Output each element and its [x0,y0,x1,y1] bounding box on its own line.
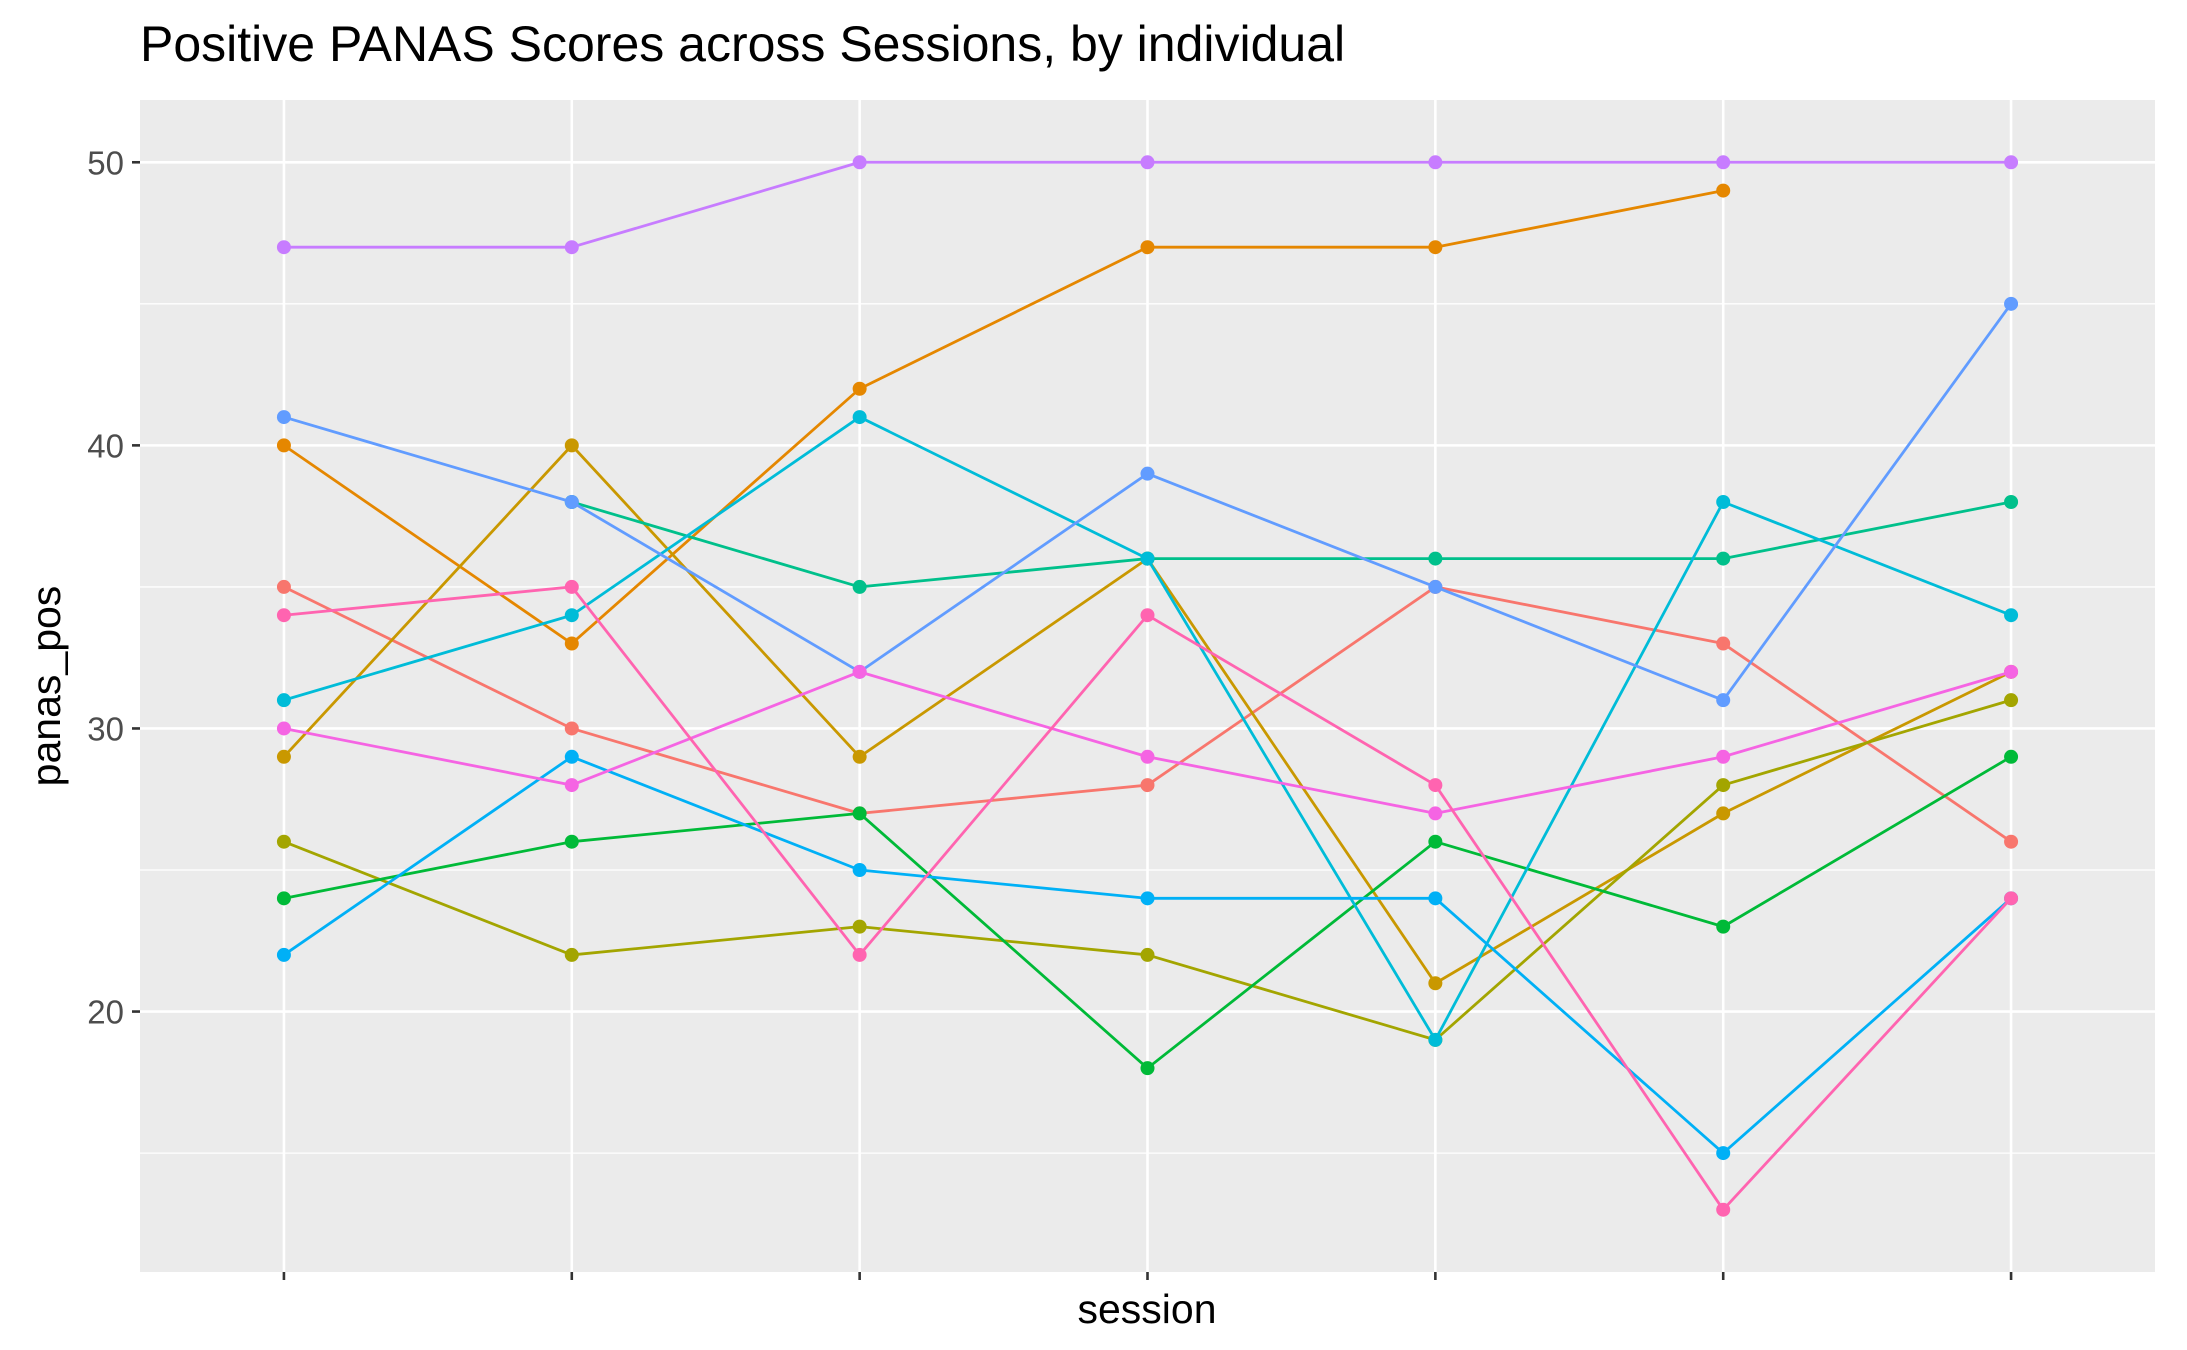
data-point [852,947,867,962]
data-point [1716,494,1731,509]
data-point [1140,749,1155,764]
data-point [1716,551,1731,566]
y-axis-ticks: 20 30 40 50 [87,144,2013,1280]
data-point [564,834,579,849]
data-point [1428,976,1443,991]
y-tick-label: 30 [87,710,124,747]
data-point [852,155,867,170]
data-point [564,721,579,736]
data-point [852,806,867,821]
data-point [564,608,579,623]
data-point [564,494,579,509]
data-point [564,438,579,453]
series-7 [276,410,2019,1047]
series-11 [276,664,2019,821]
series-layer [276,155,2019,1217]
y-tick-label: 20 [87,994,124,1031]
data-point [1140,1061,1155,1076]
series-4 [276,693,2019,1047]
data-point [1716,1146,1731,1161]
data-point [276,947,291,962]
data-point [1140,947,1155,962]
data-point [2004,296,2019,311]
data-point [276,749,291,764]
data-point [2004,749,2019,764]
data-point [1428,579,1443,594]
data-point [852,381,867,396]
data-point [1140,608,1155,623]
data-point [2004,494,2019,509]
data-point [1140,778,1155,793]
y-tick-label: 50 [87,144,124,181]
data-point [852,919,867,934]
data-point [276,579,291,594]
series-line [571,500,2012,589]
series-line [283,189,1724,645]
data-point [1428,834,1443,849]
data-point [564,636,579,651]
data-point [276,608,291,623]
data-point [1716,806,1731,821]
series-9 [276,296,2019,708]
y-axis-label: panas_pos [23,586,69,787]
data-point [852,579,867,594]
data-point [564,947,579,962]
data-point [852,749,867,764]
data-point [2004,693,2019,708]
data-point [1716,183,1731,198]
chart-title: Positive PANAS Scores across Sessions, b… [140,16,1345,72]
data-point [1140,551,1155,566]
data-point [1716,693,1731,708]
data-point [852,664,867,679]
data-point [1716,1202,1731,1217]
data-point [276,721,291,736]
series-5 [276,749,2019,1076]
data-point [276,438,291,453]
data-point [1428,778,1443,793]
data-point [1716,919,1731,934]
data-point [2004,664,2019,679]
data-point [2004,608,2019,623]
data-point [276,410,291,425]
data-point [1140,240,1155,255]
data-point [1140,155,1155,170]
data-point [1428,551,1443,566]
data-point [564,749,579,764]
data-point [276,834,291,849]
data-point [1428,1032,1443,1047]
data-point [852,863,867,878]
data-point [276,891,291,906]
data-point [1428,891,1443,906]
major-gridlines [140,100,2155,1272]
data-point [1428,155,1443,170]
x-axis-label: session [1077,1286,1216,1332]
data-point [1140,891,1155,906]
data-point [1716,636,1731,651]
data-point [276,240,291,255]
data-point [564,579,579,594]
data-point [1716,155,1731,170]
data-point [852,410,867,425]
data-point [2004,155,2019,170]
data-point [1716,749,1731,764]
series-2 [276,183,1731,651]
series-12 [276,579,2019,1217]
data-point [1428,240,1443,255]
data-point [564,240,579,255]
data-point [276,693,291,708]
data-point [2004,834,2019,849]
data-point [1140,466,1155,481]
data-point [2004,891,2019,906]
data-point [564,778,579,793]
data-point [1716,778,1731,793]
data-point [1428,806,1443,821]
series-10 [276,155,2019,255]
series-8 [276,749,2019,1161]
y-tick-label: 40 [87,427,124,464]
